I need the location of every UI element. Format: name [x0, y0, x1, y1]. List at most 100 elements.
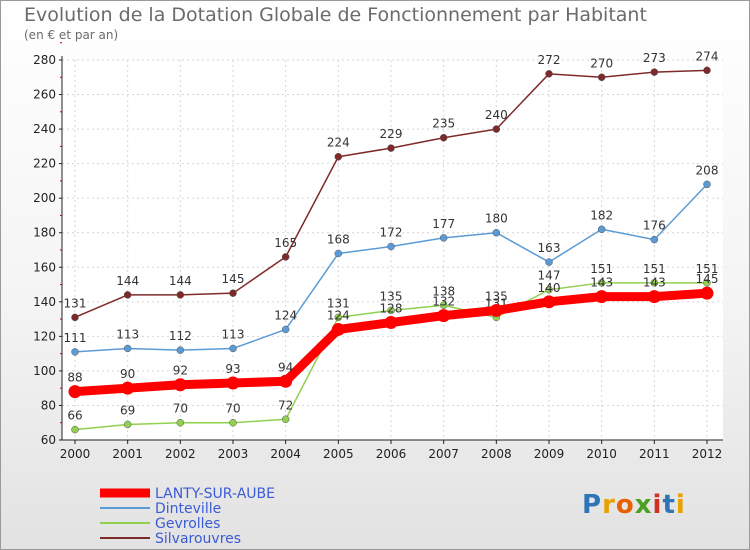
data-point [542, 295, 556, 309]
data-label: 90 [120, 367, 135, 381]
data-label: 113 [222, 327, 245, 341]
data-label: 69 [120, 403, 135, 417]
x-tick-label: 2003 [218, 447, 249, 461]
data-point [123, 291, 132, 299]
axes: 60 80 100 120 140 160 180 200 220 240 260 280 2000 20… [33, 42, 723, 461]
data-point [229, 418, 237, 427]
data-label: 163 [538, 241, 561, 255]
data-point [439, 133, 448, 142]
plot-background [62, 60, 723, 440]
data-label: 132 [432, 295, 455, 309]
data-point [703, 180, 711, 189]
x-tick-label: 2004 [270, 447, 301, 461]
logo-letter: o [615, 490, 635, 520]
x-tick-label: 2000 [60, 447, 91, 461]
data-point [439, 234, 448, 242]
data-label: 208 [696, 163, 719, 177]
x-tick-label: 2011 [639, 447, 670, 461]
data-label: 182 [590, 208, 613, 222]
data-label: 66 [67, 409, 82, 423]
data-point [281, 325, 290, 334]
data-label: 128 [380, 302, 403, 316]
data-label: 112 [169, 329, 192, 343]
data-point [703, 66, 711, 75]
y-tick-label: 220 [33, 157, 56, 171]
data-label: 94 [278, 360, 293, 374]
legend-label: Gevrolles [155, 516, 220, 532]
data-point [703, 279, 711, 287]
logo-letter: i [652, 490, 663, 520]
data-label: 113 [116, 327, 139, 341]
data-label: 151 [643, 262, 666, 276]
data-point [545, 70, 553, 78]
y-tick-label: 60 [41, 433, 56, 447]
data-point [647, 290, 661, 304]
data-point [334, 249, 343, 258]
data-point [384, 316, 398, 330]
x-tick-label: 2007 [428, 447, 459, 461]
data-label: 151 [590, 262, 613, 276]
logo-letter: P [582, 490, 603, 520]
data-point [229, 344, 237, 353]
data-point [71, 313, 79, 322]
data-point [597, 73, 606, 82]
legend-label: Dinteville [155, 501, 221, 517]
data-point [334, 313, 343, 322]
data-label: 176 [643, 219, 666, 233]
data-label: 143 [590, 276, 613, 290]
legend-label: Silvarouvres [155, 531, 241, 547]
data-point [173, 378, 187, 392]
logo-letter: i [675, 490, 686, 520]
y-tick-label: 140 [33, 295, 56, 309]
data-label: 147 [538, 269, 561, 283]
chart-title: Evolution de la Dotation Globale de Fonc… [24, 4, 647, 26]
data-point [437, 309, 451, 323]
data-point [279, 374, 293, 388]
data-label: 135 [485, 289, 508, 303]
data-point [121, 381, 135, 395]
data-point [281, 415, 290, 424]
data-label: 180 [485, 212, 508, 226]
data-label: 111 [64, 331, 87, 345]
data-point [176, 346, 185, 354]
data-label: 272 [538, 53, 561, 67]
y-tick-label: 260 [33, 88, 56, 102]
data-label: 151 [696, 262, 719, 276]
y-tick-label: 200 [33, 191, 56, 205]
data-label: 229 [380, 127, 403, 141]
data-label: 140 [538, 281, 561, 295]
data-label: 145 [222, 272, 245, 286]
data-label: 72 [278, 398, 293, 412]
data-point [545, 285, 553, 294]
x-tick-label: 2010 [586, 447, 617, 461]
data-label: 144 [169, 274, 192, 288]
data-label: 131 [64, 296, 87, 310]
data-point [492, 125, 501, 133]
y-tick-label: 80 [41, 398, 56, 412]
data-point [597, 225, 606, 234]
data-label: 240 [485, 108, 508, 122]
data-label: 131 [327, 296, 350, 310]
data-label: 143 [643, 276, 666, 290]
data-point [597, 279, 606, 287]
data-point [229, 289, 237, 297]
proxiti-logo: Proxiti [582, 490, 686, 520]
plot-area [62, 60, 723, 440]
data-label: 274 [696, 49, 719, 63]
data-label: 165 [274, 236, 297, 250]
legend-label: LANTY-SUR-AUBE [155, 486, 275, 502]
data-point [71, 425, 79, 434]
data-label: 168 [327, 232, 350, 246]
data-point [545, 258, 553, 266]
y-tick-label: 180 [33, 226, 56, 240]
logo-letter: r [602, 490, 616, 520]
x-tick-label: 2008 [481, 447, 512, 461]
y-tick-label: 100 [33, 364, 56, 378]
data-label: 235 [432, 117, 455, 131]
data-point [387, 306, 395, 315]
series-silvarouvres: 131 144 144 145 165 224 229 235 240 272 270 273 274 [64, 49, 719, 322]
data-point [123, 344, 132, 353]
x-tick-label: 2002 [165, 447, 196, 461]
data-point [650, 279, 659, 287]
